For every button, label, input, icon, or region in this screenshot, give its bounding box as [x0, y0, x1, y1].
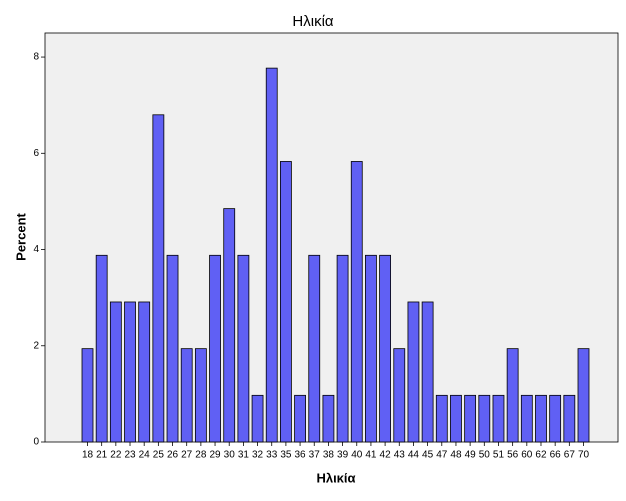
- bar: [577, 348, 590, 443]
- x-tick-label: 49: [465, 450, 477, 461]
- bar: [435, 394, 448, 443]
- x-tick-label: 62: [535, 450, 547, 461]
- y-tick-label: 4: [33, 244, 39, 255]
- bar: [237, 254, 250, 443]
- bar: [464, 394, 477, 443]
- x-tick-label: 29: [209, 450, 221, 461]
- x-tick-label: 47: [436, 450, 448, 461]
- x-tick-label: 30: [224, 450, 236, 461]
- bar: [322, 394, 335, 443]
- x-tick-label: 40: [351, 450, 363, 461]
- x-tick-label: 33: [266, 450, 278, 461]
- x-tick-label: 38: [323, 450, 335, 461]
- x-tick-label: 41: [365, 450, 377, 461]
- bar: [535, 394, 547, 443]
- bar: [180, 348, 193, 443]
- x-tick-label: 45: [422, 450, 434, 461]
- bar: [549, 394, 562, 443]
- x-tick-label: 36: [295, 450, 307, 461]
- x-tick-label: 23: [124, 450, 136, 461]
- x-tick-label: 42: [380, 450, 392, 461]
- bar: [563, 394, 576, 443]
- bar: [138, 301, 151, 443]
- bar: [223, 208, 236, 443]
- x-tick-label: 22: [110, 450, 122, 461]
- bar: [506, 348, 519, 443]
- bar: [450, 394, 462, 443]
- x-tick-label: 35: [280, 450, 292, 461]
- bar: [365, 254, 377, 443]
- bar: [279, 161, 292, 443]
- bar: [251, 394, 264, 443]
- bar: [407, 301, 420, 443]
- bar: [95, 254, 108, 443]
- x-tick-label: 24: [139, 450, 151, 461]
- bar: [336, 254, 349, 443]
- x-tick-label: 51: [493, 450, 505, 461]
- bar: [492, 394, 505, 443]
- x-tick-label: 27: [181, 450, 193, 461]
- x-tick-label: 26: [167, 450, 179, 461]
- x-tick-label: 48: [450, 450, 462, 461]
- bar: [379, 254, 392, 443]
- y-tick-label: 0: [33, 437, 39, 448]
- bar: [308, 254, 321, 443]
- x-tick-label: 37: [309, 450, 321, 461]
- x-tick-label: 67: [564, 450, 576, 461]
- x-tick-label: 60: [521, 450, 533, 461]
- x-tick-label: 39: [337, 450, 349, 461]
- bar: [209, 254, 221, 443]
- y-tick-label: 8: [33, 52, 39, 63]
- x-tick-label: 56: [507, 450, 519, 461]
- bar: [478, 394, 491, 443]
- x-tick-label: 18: [82, 450, 94, 461]
- x-tick-label: 70: [578, 450, 590, 461]
- bar: [350, 161, 363, 443]
- x-tick-label: 25: [153, 450, 165, 461]
- bar: [194, 348, 207, 443]
- x-tick-label: 43: [394, 450, 406, 461]
- bar: [393, 348, 406, 443]
- bar: [421, 301, 434, 443]
- x-tick-label: 66: [550, 450, 562, 461]
- x-axis-label: Ηλικία: [316, 470, 355, 485]
- x-tick-label: 28: [195, 450, 207, 461]
- bar: [109, 301, 122, 443]
- chart-title: Ηλικία: [292, 13, 333, 30]
- x-tick-label: 31: [238, 450, 250, 461]
- bar: [294, 394, 306, 443]
- x-tick-label: 44: [408, 450, 420, 461]
- bar: [520, 394, 533, 443]
- x-tick-label: 32: [252, 450, 264, 461]
- y-tick-label: 6: [33, 148, 39, 159]
- bar: [265, 67, 278, 443]
- y-tick-label: 2: [33, 340, 39, 351]
- bar: [124, 301, 136, 443]
- bar: [152, 114, 165, 443]
- y-axis-label: Percent: [13, 212, 28, 260]
- bar: [81, 348, 94, 443]
- bar: [166, 254, 179, 443]
- x-tick-label: 50: [479, 450, 491, 461]
- x-tick-label: 21: [96, 450, 108, 461]
